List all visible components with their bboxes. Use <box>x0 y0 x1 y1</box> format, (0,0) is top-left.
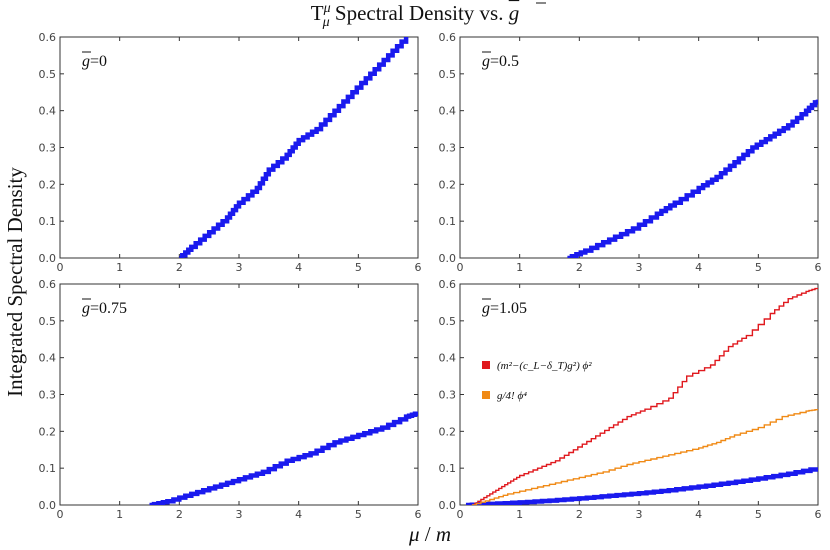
y-tick-label: 0.3 <box>39 142 57 155</box>
series-blue-line <box>567 99 818 258</box>
x-tick-label: 1 <box>116 508 123 521</box>
x-tick-label: 5 <box>355 508 362 521</box>
title-sub: μ <box>322 15 330 30</box>
title-rest: Spectral Density vs. <box>330 1 509 25</box>
y-tick-label: 0.1 <box>439 462 457 475</box>
x-tick-label: 4 <box>295 508 302 521</box>
legend-swatch-red <box>482 361 490 369</box>
panel-label-g: g <box>82 300 90 317</box>
title-sup: μ <box>323 1 331 16</box>
y-tick-label: 0.2 <box>439 178 457 191</box>
y-tick-label: 0.5 <box>439 315 457 328</box>
y-tick-label: 0.0 <box>439 252 457 265</box>
y-tick-label: 0.6 <box>439 31 457 44</box>
panel-label-value: =0.5 <box>490 53 519 70</box>
series-blue-line <box>465 467 818 505</box>
y-tick-label: 0.6 <box>39 31 57 44</box>
panel-frame <box>59 36 419 259</box>
panel-label: g=0 <box>82 53 107 70</box>
panel-label: g=1.05 <box>482 300 527 317</box>
y-axis-label: Integrated Spectral Density <box>3 167 27 397</box>
title-main: T <box>311 1 324 25</box>
panel-1: 0 1 2 3 4 5 6 0.0 0.1 0.2 0.3 0.4 0.5 0.6 g=0 <box>39 31 422 274</box>
panel-4: 0 1 2 3 4 5 6 0.0 0.1 0.2 0.3 0.4 0.5 0.6 g=1.05 (m²−(c… <box>439 278 822 521</box>
series-orange-line <box>471 409 818 505</box>
panels: 0 1 2 3 4 5 60.00.10.20.30.40.50.6g=00 1 2 3 4 5 60.… <box>39 31 822 521</box>
panel-frame <box>59 283 419 506</box>
x-tick-label: 3 <box>636 261 643 274</box>
y-tick-label: 0.3 <box>439 389 457 402</box>
y-tick-label: 0.2 <box>39 425 57 438</box>
y-tick-label: 0.2 <box>439 425 457 438</box>
x-tick-label: 2 <box>176 261 183 274</box>
y-tick-label: 0.6 <box>439 278 457 291</box>
panel-3: 0 1 2 3 4 5 6 0.0 0.1 0.2 0.3 0.4 0.5 0.6 g=0.75 <box>39 278 422 521</box>
x-tick-label: 5 <box>755 508 762 521</box>
legend-swatch-orange <box>482 391 490 399</box>
x-tick-label: 6 <box>815 508 822 521</box>
x-tick-label: 2 <box>576 261 583 274</box>
figure-title: Tμ μ Spectral Density vs. g <box>311 1 519 30</box>
x-tick-label: 5 <box>355 261 362 274</box>
panel-label-value: =0.75 <box>90 300 127 317</box>
y-tick-label: 0.0 <box>39 252 57 265</box>
panel-2: 0 1 2 3 4 5 6 0.0 0.1 0.2 0.3 0.4 0.5 0.6 g=0.5 <box>439 31 822 274</box>
y-tick-label: 0.3 <box>439 142 457 155</box>
x-tick-label: 6 <box>415 508 422 521</box>
y-tick-label: 0.1 <box>39 462 57 475</box>
series-red-line <box>471 287 818 505</box>
x-tick-label: 0 <box>57 261 64 274</box>
x-tick-label: 4 <box>295 261 302 274</box>
x-axis-label: μ / m <box>408 522 451 546</box>
panel-label: g=0.5 <box>482 53 519 70</box>
panel-label-value: =0 <box>90 53 107 70</box>
y-tick-label: 0.2 <box>39 178 57 191</box>
x-tick-label: 1 <box>116 261 123 274</box>
y-tick-label: 0.0 <box>439 499 457 512</box>
x-label-slash: / <box>420 522 436 546</box>
x-tick-label: 4 <box>695 508 702 521</box>
panel-label-g: g <box>482 53 490 70</box>
y-tick-label: 0.1 <box>39 215 57 228</box>
panel-label: g=0.75 <box>82 300 127 317</box>
x-tick-label: 1 <box>516 508 523 521</box>
x-tick-label: 3 <box>636 508 643 521</box>
x-label-mu: μ <box>408 522 420 546</box>
panel-label-value: =1.05 <box>490 300 527 317</box>
x-label-m: m <box>436 522 451 546</box>
y-tick-label: 0.4 <box>39 352 57 365</box>
x-tick-label: 6 <box>815 261 822 274</box>
x-tick-label: 0 <box>457 261 464 274</box>
legend-label-orange: g/4! ϕ⁴ <box>497 390 527 402</box>
title-g: g <box>509 1 520 25</box>
y-tick-label: 0.4 <box>439 105 457 118</box>
series-blue-line <box>179 37 409 258</box>
x-tick-label: 2 <box>176 508 183 521</box>
y-tick-label: 0.4 <box>439 352 457 365</box>
y-tick-label: 0.5 <box>439 68 457 81</box>
x-tick-label: 3 <box>236 508 243 521</box>
x-tick-label: 4 <box>695 261 702 274</box>
y-tick-label: 0.0 <box>39 499 57 512</box>
x-tick-label: 0 <box>57 508 64 521</box>
y-tick-label: 0.5 <box>39 315 57 328</box>
panel-label-g: g <box>82 53 90 70</box>
legend-label-red: (m²−(c_L−δ_T)g²) ϕ² <box>497 360 592 372</box>
x-tick-label: 3 <box>236 261 243 274</box>
x-tick-label: 6 <box>415 261 422 274</box>
y-tick-label: 0.1 <box>439 215 457 228</box>
y-tick-label: 0.5 <box>39 68 57 81</box>
x-tick-label: 1 <box>516 261 523 274</box>
panel-label-g: g <box>482 300 490 317</box>
x-tick-label: 0 <box>457 508 464 521</box>
x-tick-label: 2 <box>576 508 583 521</box>
x-tick-label: 5 <box>755 261 762 274</box>
y-tick-label: 0.4 <box>39 105 57 118</box>
series-blue-line <box>149 411 418 505</box>
y-tick-label: 0.6 <box>39 278 57 291</box>
y-tick-label: 0.3 <box>39 389 57 402</box>
